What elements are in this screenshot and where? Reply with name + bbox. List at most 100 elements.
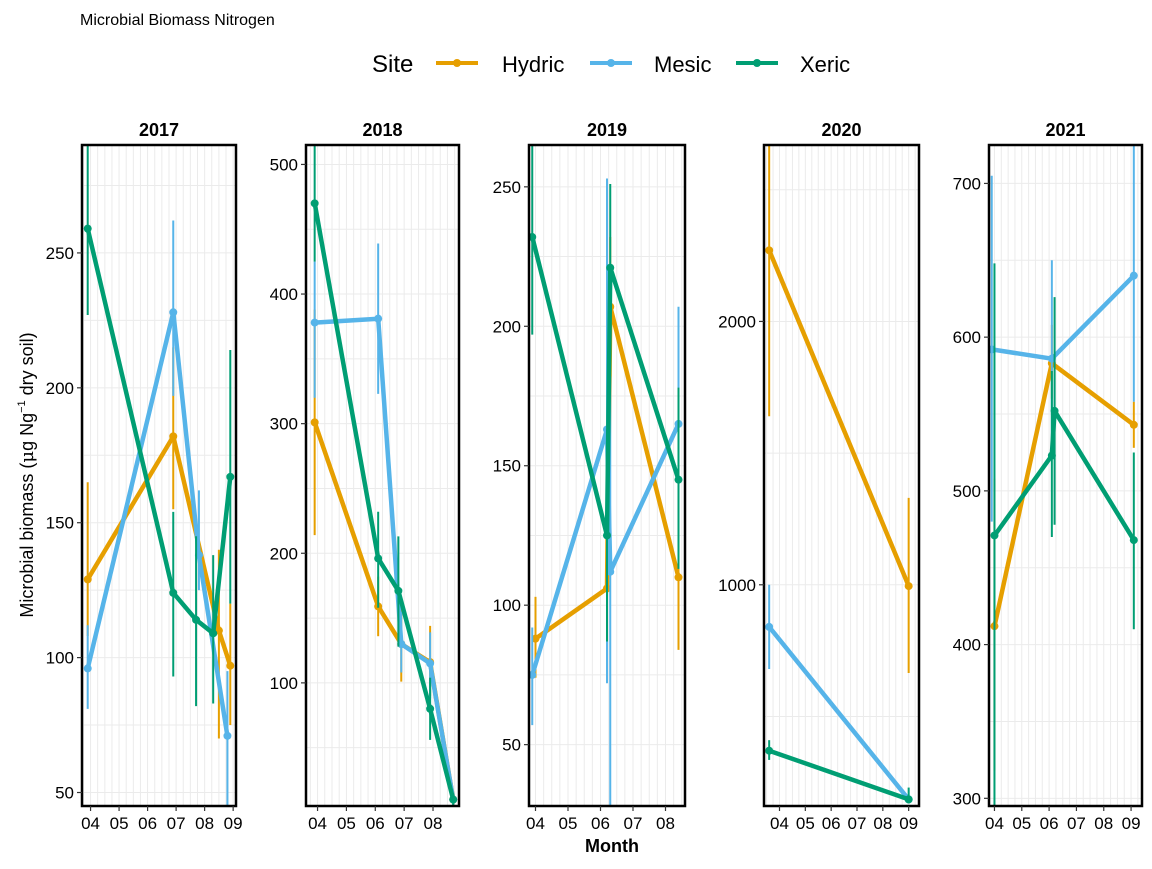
facet-panel-2017: 2017 50 100 150 200 250 04 05 06 07 08 09 <box>46 120 243 833</box>
legend-key-point-mesic <box>607 59 615 67</box>
x-tick-label: 05 <box>337 814 356 833</box>
x-tick-label: 07 <box>395 814 414 833</box>
y-axis-title: Microbial biomass (μg Ng−1 dry soil) <box>16 332 38 617</box>
data-point <box>83 664 92 673</box>
data-point <box>1047 451 1056 460</box>
x-tick-label: 04 <box>985 814 1004 833</box>
facet-panel-2021: 2021 300 400 500 600 700 04 05 06 07 08 09 <box>953 120 1144 833</box>
panel-border <box>304 143 461 808</box>
x-tick-label: 08 <box>873 814 892 833</box>
x-tick-label: 04 <box>770 814 789 833</box>
data-point <box>394 586 403 595</box>
y-tick-label: 150 <box>493 457 521 476</box>
facet-panel-2018: 2018 100 200 300 400 500 04 05 06 07 08 <box>270 120 461 833</box>
x-tick-label: 05 <box>110 814 129 833</box>
data-point <box>83 224 92 233</box>
data-point <box>904 795 913 804</box>
series-xeric <box>765 740 913 804</box>
x-tick-label: 06 <box>366 814 385 833</box>
data-point <box>529 670 537 679</box>
y-tick-label: 50 <box>502 736 521 755</box>
series-line <box>766 624 911 802</box>
legend-item-xeric: Xeric <box>736 52 850 77</box>
series-xeric <box>83 145 235 707</box>
facet-strip-label: 2017 <box>139 120 179 140</box>
facet-strip-label: 2021 <box>1045 120 1085 140</box>
data-point <box>1129 420 1138 429</box>
series-line <box>992 408 1137 543</box>
series-xeric <box>529 145 683 642</box>
facet-strip-label: 2019 <box>587 120 627 140</box>
data-point <box>531 634 540 643</box>
y-tick-label: 250 <box>46 244 74 263</box>
y-tick-label: 100 <box>270 674 298 693</box>
legend-key-point-xeric <box>753 59 761 67</box>
panel-grid <box>764 145 919 806</box>
data-point <box>226 661 235 670</box>
x-tick-label: 06 <box>591 814 610 833</box>
data-point <box>765 246 774 255</box>
x-tick-label: 07 <box>624 814 643 833</box>
series-xeric <box>310 145 458 806</box>
y-tick-label: 600 <box>953 328 981 347</box>
data-point <box>374 314 383 323</box>
y-tick-label: 50 <box>55 784 74 803</box>
data-point <box>169 432 178 441</box>
panel-border <box>527 143 687 808</box>
series-hydric <box>765 145 913 674</box>
data-point <box>904 582 913 591</box>
series-mesic <box>310 243 458 806</box>
y-axis-title-pre: Microbial biomass ( <box>17 463 37 618</box>
panel-border <box>762 143 921 808</box>
panel-plot-area <box>310 145 458 806</box>
y-tick-label: 150 <box>46 514 74 533</box>
y-tick-label: 300 <box>953 789 981 808</box>
y-axis-title-mu: μ <box>17 451 38 463</box>
x-tick-label: 04 <box>308 814 327 833</box>
panel-plot-area <box>765 145 913 804</box>
data-point <box>1129 536 1138 545</box>
panel-plot-area <box>529 145 683 806</box>
legend-label-xeric: Xeric <box>800 52 850 77</box>
data-point <box>765 746 774 755</box>
data-point <box>374 554 383 563</box>
legend-title: Site <box>372 51 413 78</box>
panel-border <box>987 143 1144 808</box>
series-line <box>766 748 911 802</box>
data-point <box>169 308 178 317</box>
data-point <box>83 575 92 584</box>
data-point <box>674 573 683 582</box>
x-tick-label: 09 <box>899 814 918 833</box>
facet-strip-label: 2020 <box>821 120 861 140</box>
x-tick-label: 09 <box>1122 814 1141 833</box>
y-tick-label: 500 <box>953 482 981 501</box>
data-point <box>226 472 235 481</box>
x-tick-label: 08 <box>195 814 214 833</box>
y-axis-title-post: dry soil) <box>17 332 37 400</box>
y-tick-label: 400 <box>953 636 981 655</box>
x-tick-label: 05 <box>559 814 578 833</box>
panel-plot-area <box>83 145 235 806</box>
y-tick-label: 250 <box>493 178 521 197</box>
data-point <box>606 263 615 272</box>
facet-strip-label: 2018 <box>362 120 402 140</box>
facet-panel-2020: 2020 1000 2000 04 05 06 07 08 09 <box>718 120 921 833</box>
legend-key-point-hydric <box>453 59 461 67</box>
facet-panel-2019: 2019 50 100 150 200 250 04 05 06 07 08 <box>493 120 687 833</box>
legend-item-mesic: Mesic <box>590 52 711 77</box>
x-tick-label: 08 <box>656 814 675 833</box>
data-point <box>310 199 319 208</box>
data-point <box>990 531 999 540</box>
legend-label-mesic: Mesic <box>654 52 711 77</box>
data-point <box>310 418 319 427</box>
series-mesic <box>989 145 1138 522</box>
data-point <box>169 588 178 597</box>
data-point <box>310 318 319 327</box>
y-tick-label: 500 <box>270 155 298 174</box>
x-tick-label: 07 <box>848 814 867 833</box>
y-tick-label: 300 <box>270 415 298 434</box>
data-point <box>765 622 774 631</box>
y-axis-title-sup: −1 <box>16 400 28 413</box>
